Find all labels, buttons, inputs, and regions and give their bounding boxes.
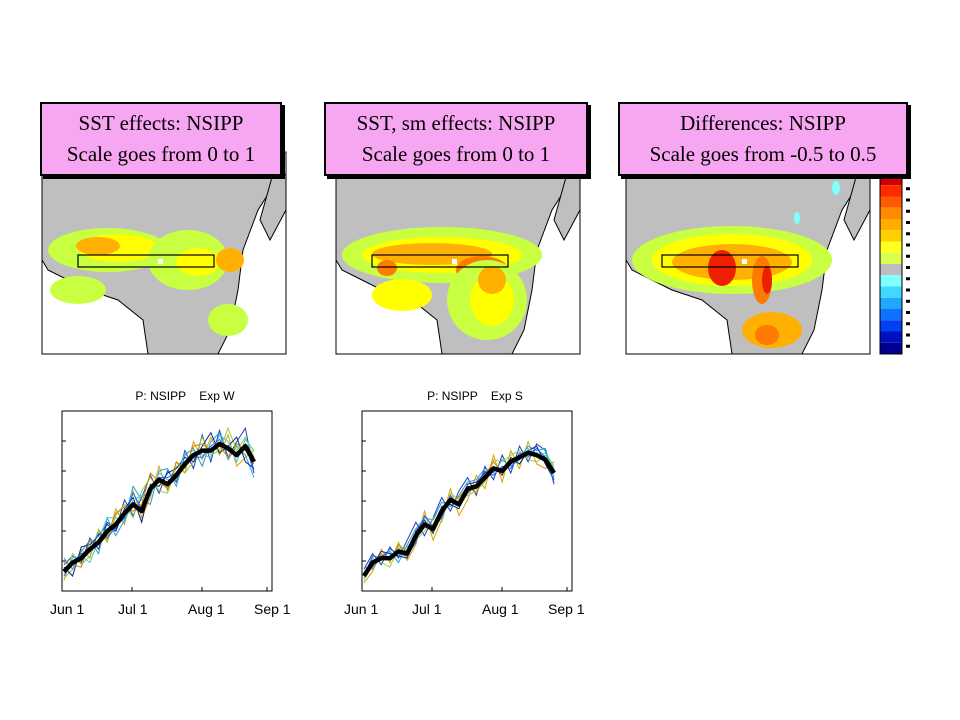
colorbar-tick [906, 344, 910, 348]
colorbar-swatch [880, 241, 902, 253]
colorbar-tick [906, 322, 910, 326]
region-box [371, 254, 509, 268]
colorbar-tick [906, 266, 910, 269]
colorbar-swatch [880, 174, 902, 186]
colorbar-tick [906, 187, 910, 191]
colorbar-swatch [880, 252, 902, 264]
plot-s-xtick-jul: Jul 1 [412, 601, 442, 617]
label-sst-sm: SST, sm effects: NSIPP Scale goes from 0… [324, 102, 588, 176]
plot-s-title: P: NSIPP Exp S [427, 389, 523, 403]
label-sst: SST effects: NSIPP Scale goes from 0 to … [40, 102, 282, 176]
colorbar-tick [906, 243, 910, 247]
colorbar-swatch [880, 309, 902, 321]
label-differences-line2: Scale goes from -0.5 to 0.5 [649, 142, 877, 166]
colorbar-swatch [880, 196, 902, 208]
rainfall-zone [478, 266, 506, 294]
colorbar-swatch [880, 320, 902, 332]
colorbar-swatch [880, 185, 902, 197]
region-marker [452, 259, 457, 264]
map-panel-differences [622, 150, 874, 358]
colorbar-swatch [880, 207, 902, 219]
rainfall-zone [832, 181, 840, 195]
region-marker [742, 259, 747, 264]
colorbar-svg [879, 173, 910, 355]
colorbar-swatch [880, 331, 902, 343]
map-panel-sst [38, 150, 290, 358]
colorbar-tick [906, 299, 910, 303]
colorbar-tick [906, 176, 910, 179]
colorbar-tick [906, 333, 910, 337]
colorbar-swatch [880, 286, 902, 298]
rainfall-zone [755, 325, 779, 345]
region-box [77, 254, 215, 268]
plot-exp-w [61, 410, 273, 592]
plot-s-xtick-aug: Aug 1 [482, 601, 519, 617]
colorbar-tick [906, 209, 910, 213]
rainfall-zone [794, 212, 800, 224]
rainfall-zone [208, 304, 248, 336]
plot-w-xtick-aug: Aug 1 [188, 601, 225, 617]
rainfall-zone [762, 266, 772, 294]
map-sst-sm [335, 151, 581, 355]
plot-exp-s [361, 410, 573, 592]
label-differences-line1: Differences: NSIPP [680, 111, 846, 135]
label-differences: Differences: NSIPP Scale goes from -0.5 … [618, 102, 908, 176]
rainfall-zone [377, 260, 397, 276]
plot-s-xtick-sep: Sep 1 [548, 601, 585, 617]
arabia-land [259, 169, 287, 242]
plot-s-mean-line [362, 450, 556, 578]
rainfall-zone [372, 243, 492, 265]
colorbar-tick [906, 221, 910, 224]
rainfall-zone [176, 248, 220, 276]
colorbar-swatch [880, 297, 902, 309]
plot-w-title: P: NSIPP Exp W [135, 389, 235, 403]
label-sst-sm-line2: Scale goes from 0 to 1 [361, 142, 551, 166]
label-sst-sm-line1: SST, sm effects: NSIPP [356, 111, 556, 135]
colorbar-tick [906, 277, 910, 281]
plot-w-xtick-sep: Sep 1 [254, 601, 291, 617]
plot-w-frame [61, 410, 273, 592]
label-sst-line1: SST effects: NSIPP [78, 111, 244, 135]
colorbar-tick [906, 232, 910, 236]
colorbar-swatch [880, 230, 902, 242]
map-panel-sst-sm [332, 150, 584, 358]
colorbar-tick [906, 254, 910, 258]
colorbar-swatch [880, 264, 902, 276]
plot-w-mean-line [62, 441, 256, 574]
map-differences [625, 151, 871, 355]
region-marker [158, 259, 163, 264]
rainfall-zone [372, 279, 432, 311]
colorbar [878, 172, 912, 358]
plot-w-member-line [63, 434, 255, 575]
colorbar-swatch [880, 219, 902, 231]
rainfall-zone [708, 250, 736, 286]
colorbar-swatch [880, 342, 902, 354]
rainfall-zone [50, 276, 106, 304]
colorbar-swatch [880, 275, 902, 287]
label-sst-line2: Scale goes from 0 to 1 [66, 142, 256, 166]
colorbar-tick [906, 198, 910, 202]
map-sst [41, 151, 287, 355]
plot-w-member-line [63, 431, 255, 571]
region-box [661, 254, 799, 268]
plot-s-xtick-jun: Jun 1 [344, 601, 379, 617]
colorbar-tick [906, 311, 910, 314]
colorbar-tick [906, 288, 910, 292]
plot-w-xtick-jul: Jul 1 [118, 601, 148, 617]
rainfall-zone [216, 248, 244, 272]
plot-w-xtick-jun: Jun 1 [50, 601, 85, 617]
rainfall-zone [76, 237, 120, 255]
